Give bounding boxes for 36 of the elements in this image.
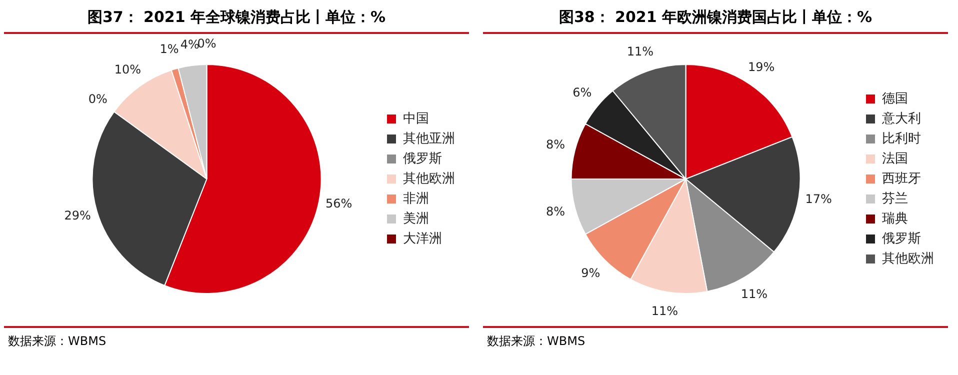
source-note: 数据来源：WBMS xyxy=(483,326,948,355)
data-label: 8% xyxy=(546,138,565,152)
legend-label: 中国 xyxy=(403,111,429,126)
data-label: 11% xyxy=(626,44,654,59)
chart-title: 图37： 2021 年全球镍消费占比丨单位：% xyxy=(4,4,469,34)
data-label: 10% xyxy=(114,62,142,76)
data-label: 19% xyxy=(748,60,775,74)
chart-title: 图38： 2021 年欧洲镍消费国占比丨单位：% xyxy=(483,4,948,34)
legend-label: 其他欧洲 xyxy=(403,171,455,186)
legend-label: 瑞典 xyxy=(882,211,908,226)
legend-label: 法国 xyxy=(882,151,908,166)
data-label: 8% xyxy=(546,204,565,219)
legend-label: 比利时 xyxy=(882,131,921,146)
legend-label: 意大利 xyxy=(881,111,921,126)
data-label: 56% xyxy=(326,196,352,210)
data-label: 1% xyxy=(160,42,179,56)
legend-label: 其他欧洲 xyxy=(882,251,934,266)
data-label: 29% xyxy=(64,208,91,223)
text: 0% xyxy=(88,92,108,106)
legend-label: 俄罗斯 xyxy=(403,151,442,166)
data-label: 17% xyxy=(805,192,832,206)
data-label: 11% xyxy=(740,286,768,301)
data-label: 4% xyxy=(180,38,200,52)
legend-label: 非洲 xyxy=(403,191,429,206)
text: 0% xyxy=(197,36,216,51)
legend-label: 大洋洲 xyxy=(403,231,442,246)
legend-label: 美洲 xyxy=(403,210,429,226)
legend-label: 德国 xyxy=(882,91,908,106)
legend-label: 西班牙 xyxy=(882,171,921,186)
legend-label: 俄罗斯 xyxy=(882,231,921,246)
data-label: 9% xyxy=(581,266,600,280)
legend-label: 其他亚洲 xyxy=(403,131,455,146)
legend-label: 芬兰 xyxy=(882,191,908,206)
data-label: 11% xyxy=(651,304,678,318)
source-note: 数据来源：WBMS xyxy=(4,326,469,355)
data-label: 6% xyxy=(572,85,592,100)
